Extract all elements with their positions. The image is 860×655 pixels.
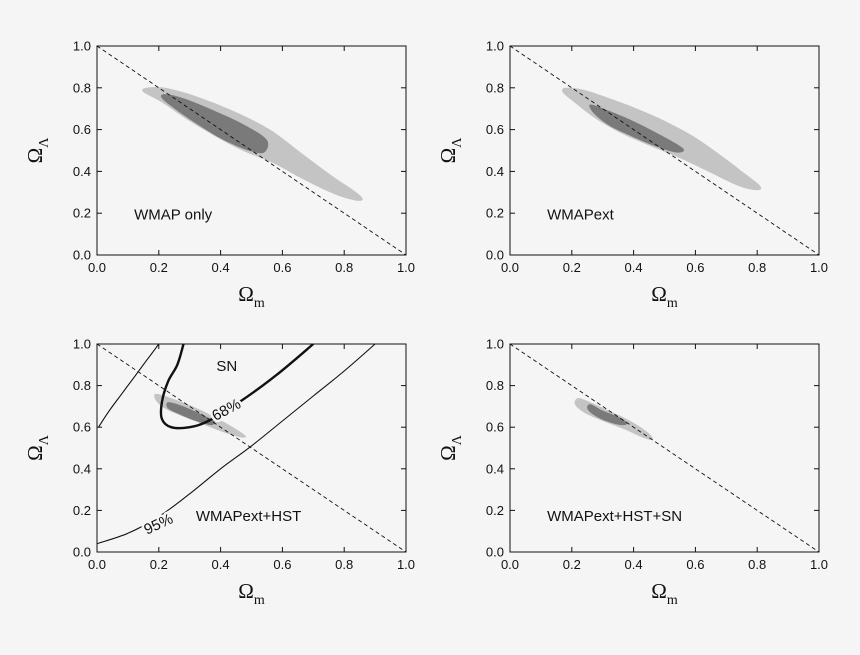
- confidence-region-68: [166, 402, 216, 426]
- y-tick-label: 0.2: [486, 503, 504, 518]
- x-tick-label: 0.8: [335, 260, 353, 275]
- x-tick-label: 0.6: [273, 557, 291, 572]
- confidence-region-68: [587, 404, 628, 426]
- x-tick-label: 0.6: [686, 260, 704, 275]
- plot-area: [97, 46, 406, 255]
- x-tick-label: 0.4: [625, 260, 643, 275]
- curve-annotation: SN: [216, 358, 237, 375]
- x-tick-label: 0.2: [150, 260, 168, 275]
- y-tick-label: 0.6: [73, 122, 91, 137]
- panel-1: 0.0 0.2 0.4 0.6 0.8 1.0 0.0 0.2 0.4 0.6 0.8 1.0 Ωm ΩΛ…: [23, 39, 415, 312]
- x-tick-label: 1.0: [397, 260, 415, 275]
- x-tick-label: 0.8: [748, 557, 766, 572]
- sn-contour-curve: [97, 344, 376, 545]
- plot-frame: [96, 343, 407, 553]
- x-tick-label: 0.2: [150, 557, 168, 572]
- flat-universe-line: [510, 46, 819, 255]
- plot-area: [510, 46, 819, 255]
- y-tick-label: 0.6: [486, 122, 504, 137]
- x-tick-label: 0.6: [686, 557, 704, 572]
- x-tick-label: 0.2: [563, 557, 581, 572]
- y-tick-label: 0.2: [486, 206, 504, 221]
- y-tick-label: 0.4: [486, 461, 504, 476]
- x-tick-label: 0.4: [212, 260, 230, 275]
- x-axis-label: Ωm: [651, 579, 678, 608]
- y-tick-label: 0.6: [486, 420, 504, 435]
- y-tick-label: 0.2: [73, 206, 91, 221]
- plot-frame: [509, 343, 820, 553]
- panel-4: 0.0 0.2 0.4 0.6 0.8 1.0 0.0 0.2 0.4 0.6 0.8 1.0 Ωm ΩΛ…: [436, 337, 828, 609]
- y-axis-label: ΩΛ: [436, 434, 465, 461]
- x-tick-label: 0.2: [563, 260, 581, 275]
- x-tick-label: 0.0: [501, 260, 519, 275]
- x-tick-label: 0.0: [88, 260, 106, 275]
- flat-universe-line: [97, 344, 406, 552]
- x-tick-label: 0.6: [273, 260, 291, 275]
- panel-label: WMAP only: [134, 206, 213, 223]
- x-tick-label: 1.0: [810, 260, 828, 275]
- confidence-region-68: [589, 104, 685, 153]
- y-tick-label: 0.0: [73, 545, 91, 560]
- y-axis-label: ΩΛ: [23, 137, 52, 164]
- y-tick-label: 0.4: [486, 164, 504, 179]
- plot-area: [510, 344, 819, 552]
- y-tick-label: 1.0: [73, 39, 91, 54]
- x-axis-label: Ωm: [238, 282, 265, 311]
- y-tick-label: 0.0: [486, 248, 504, 263]
- x-tick-label: 0.0: [501, 557, 519, 572]
- y-tick-label: 0.4: [73, 461, 91, 476]
- x-tick-label: 0.4: [212, 557, 230, 572]
- plot-frame: [509, 45, 820, 256]
- y-axis-label: ΩΛ: [436, 137, 465, 164]
- panel-2: 0.0 0.2 0.4 0.6 0.8 1.0 0.0 0.2 0.4 0.6 0.8 1.0 Ωm ΩΛ…: [436, 39, 828, 312]
- y-tick-label: 0.2: [73, 503, 91, 518]
- confidence-region-68: [160, 94, 269, 154]
- x-axis-label: Ωm: [651, 282, 678, 311]
- panel-label: WMAPext+HST+SN: [547, 508, 682, 525]
- x-tick-label: 1.0: [397, 557, 415, 572]
- x-tick-label: 1.0: [810, 557, 828, 572]
- y-tick-label: 1.0: [486, 39, 504, 54]
- y-tick-label: 1.0: [73, 337, 91, 352]
- sn-contour-curve: [159, 344, 315, 430]
- y-tick-label: 0.6: [73, 420, 91, 435]
- y-tick-label: 0.8: [73, 80, 91, 95]
- plot-area: [97, 344, 406, 552]
- y-tick-label: 0.8: [486, 378, 504, 393]
- y-tick-label: 1.0: [486, 337, 504, 352]
- panel-label: WMAPext: [547, 206, 615, 223]
- x-tick-label: 0.4: [625, 557, 643, 572]
- y-tick-label: 0.8: [486, 80, 504, 95]
- y-tick-label: 0.8: [73, 378, 91, 393]
- x-tick-label: 0.0: [88, 557, 106, 572]
- y-tick-label: 0.4: [73, 164, 91, 179]
- flat-universe-line: [97, 46, 406, 255]
- x-tick-label: 0.8: [748, 260, 766, 275]
- plot-frame: [96, 45, 407, 256]
- y-axis-label: ΩΛ: [23, 434, 52, 461]
- x-tick-label: 0.8: [335, 557, 353, 572]
- y-tick-label: 0.0: [73, 248, 91, 263]
- panel-label: WMAPext+HST: [196, 508, 301, 525]
- y-tick-label: 0.0: [486, 545, 504, 560]
- sn-contour-curve: [98, 344, 160, 428]
- flat-universe-line: [510, 344, 819, 552]
- x-axis-label: Ωm: [238, 579, 265, 608]
